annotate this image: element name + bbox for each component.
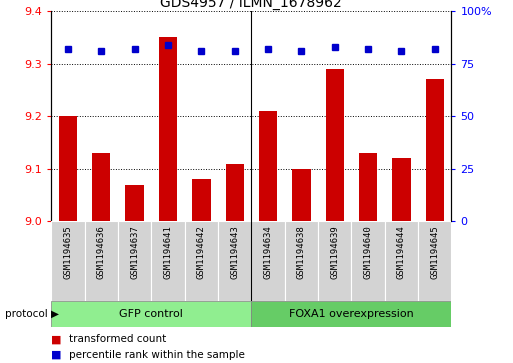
Bar (426, 79, 444, 221)
Bar (359, 153, 377, 221)
Text: FOXA1 overexpression: FOXA1 overexpression (289, 309, 414, 319)
Title: GDS4957 / ILMN_1678962: GDS4957 / ILMN_1678962 (161, 0, 342, 10)
Text: GSM1194644: GSM1194644 (397, 225, 406, 279)
Bar (251, 301, 451, 327)
Bar (218, 221, 251, 301)
Text: ■: ■ (51, 334, 62, 344)
Bar (159, 37, 177, 221)
Bar (92, 153, 110, 221)
Bar (251, 221, 285, 301)
Text: GSM1194636: GSM1194636 (97, 225, 106, 279)
Bar (51, 221, 85, 301)
Text: GSM1194640: GSM1194640 (364, 225, 372, 279)
Text: GSM1194635: GSM1194635 (64, 225, 72, 279)
Bar (226, 164, 244, 221)
Bar (118, 221, 151, 301)
Bar (126, 185, 144, 221)
Text: GSM1194642: GSM1194642 (197, 225, 206, 279)
Bar (59, 116, 77, 221)
Text: GSM1194641: GSM1194641 (164, 225, 172, 279)
Bar (285, 221, 318, 301)
Bar (326, 69, 344, 221)
Text: GSM1194645: GSM1194645 (430, 225, 439, 279)
Text: GSM1194634: GSM1194634 (264, 225, 272, 279)
Bar (185, 221, 218, 301)
Text: GSM1194643: GSM1194643 (230, 225, 239, 279)
Text: percentile rank within the sample: percentile rank within the sample (69, 350, 245, 360)
Text: protocol ▶: protocol ▶ (5, 309, 59, 319)
Bar (385, 221, 418, 301)
Bar (392, 158, 410, 221)
Bar (292, 169, 310, 221)
Bar (192, 179, 210, 221)
Bar (351, 221, 385, 301)
Bar (85, 221, 118, 301)
Text: GSM1194638: GSM1194638 (297, 225, 306, 279)
Text: GFP control: GFP control (120, 309, 183, 319)
Text: GSM1194639: GSM1194639 (330, 225, 339, 279)
Text: ■: ■ (51, 350, 62, 360)
Text: GSM1194637: GSM1194637 (130, 225, 139, 279)
Bar (151, 221, 185, 301)
Bar (51, 301, 251, 327)
Bar (318, 221, 351, 301)
Bar (259, 111, 277, 221)
Bar (418, 221, 451, 301)
Text: transformed count: transformed count (69, 334, 167, 344)
